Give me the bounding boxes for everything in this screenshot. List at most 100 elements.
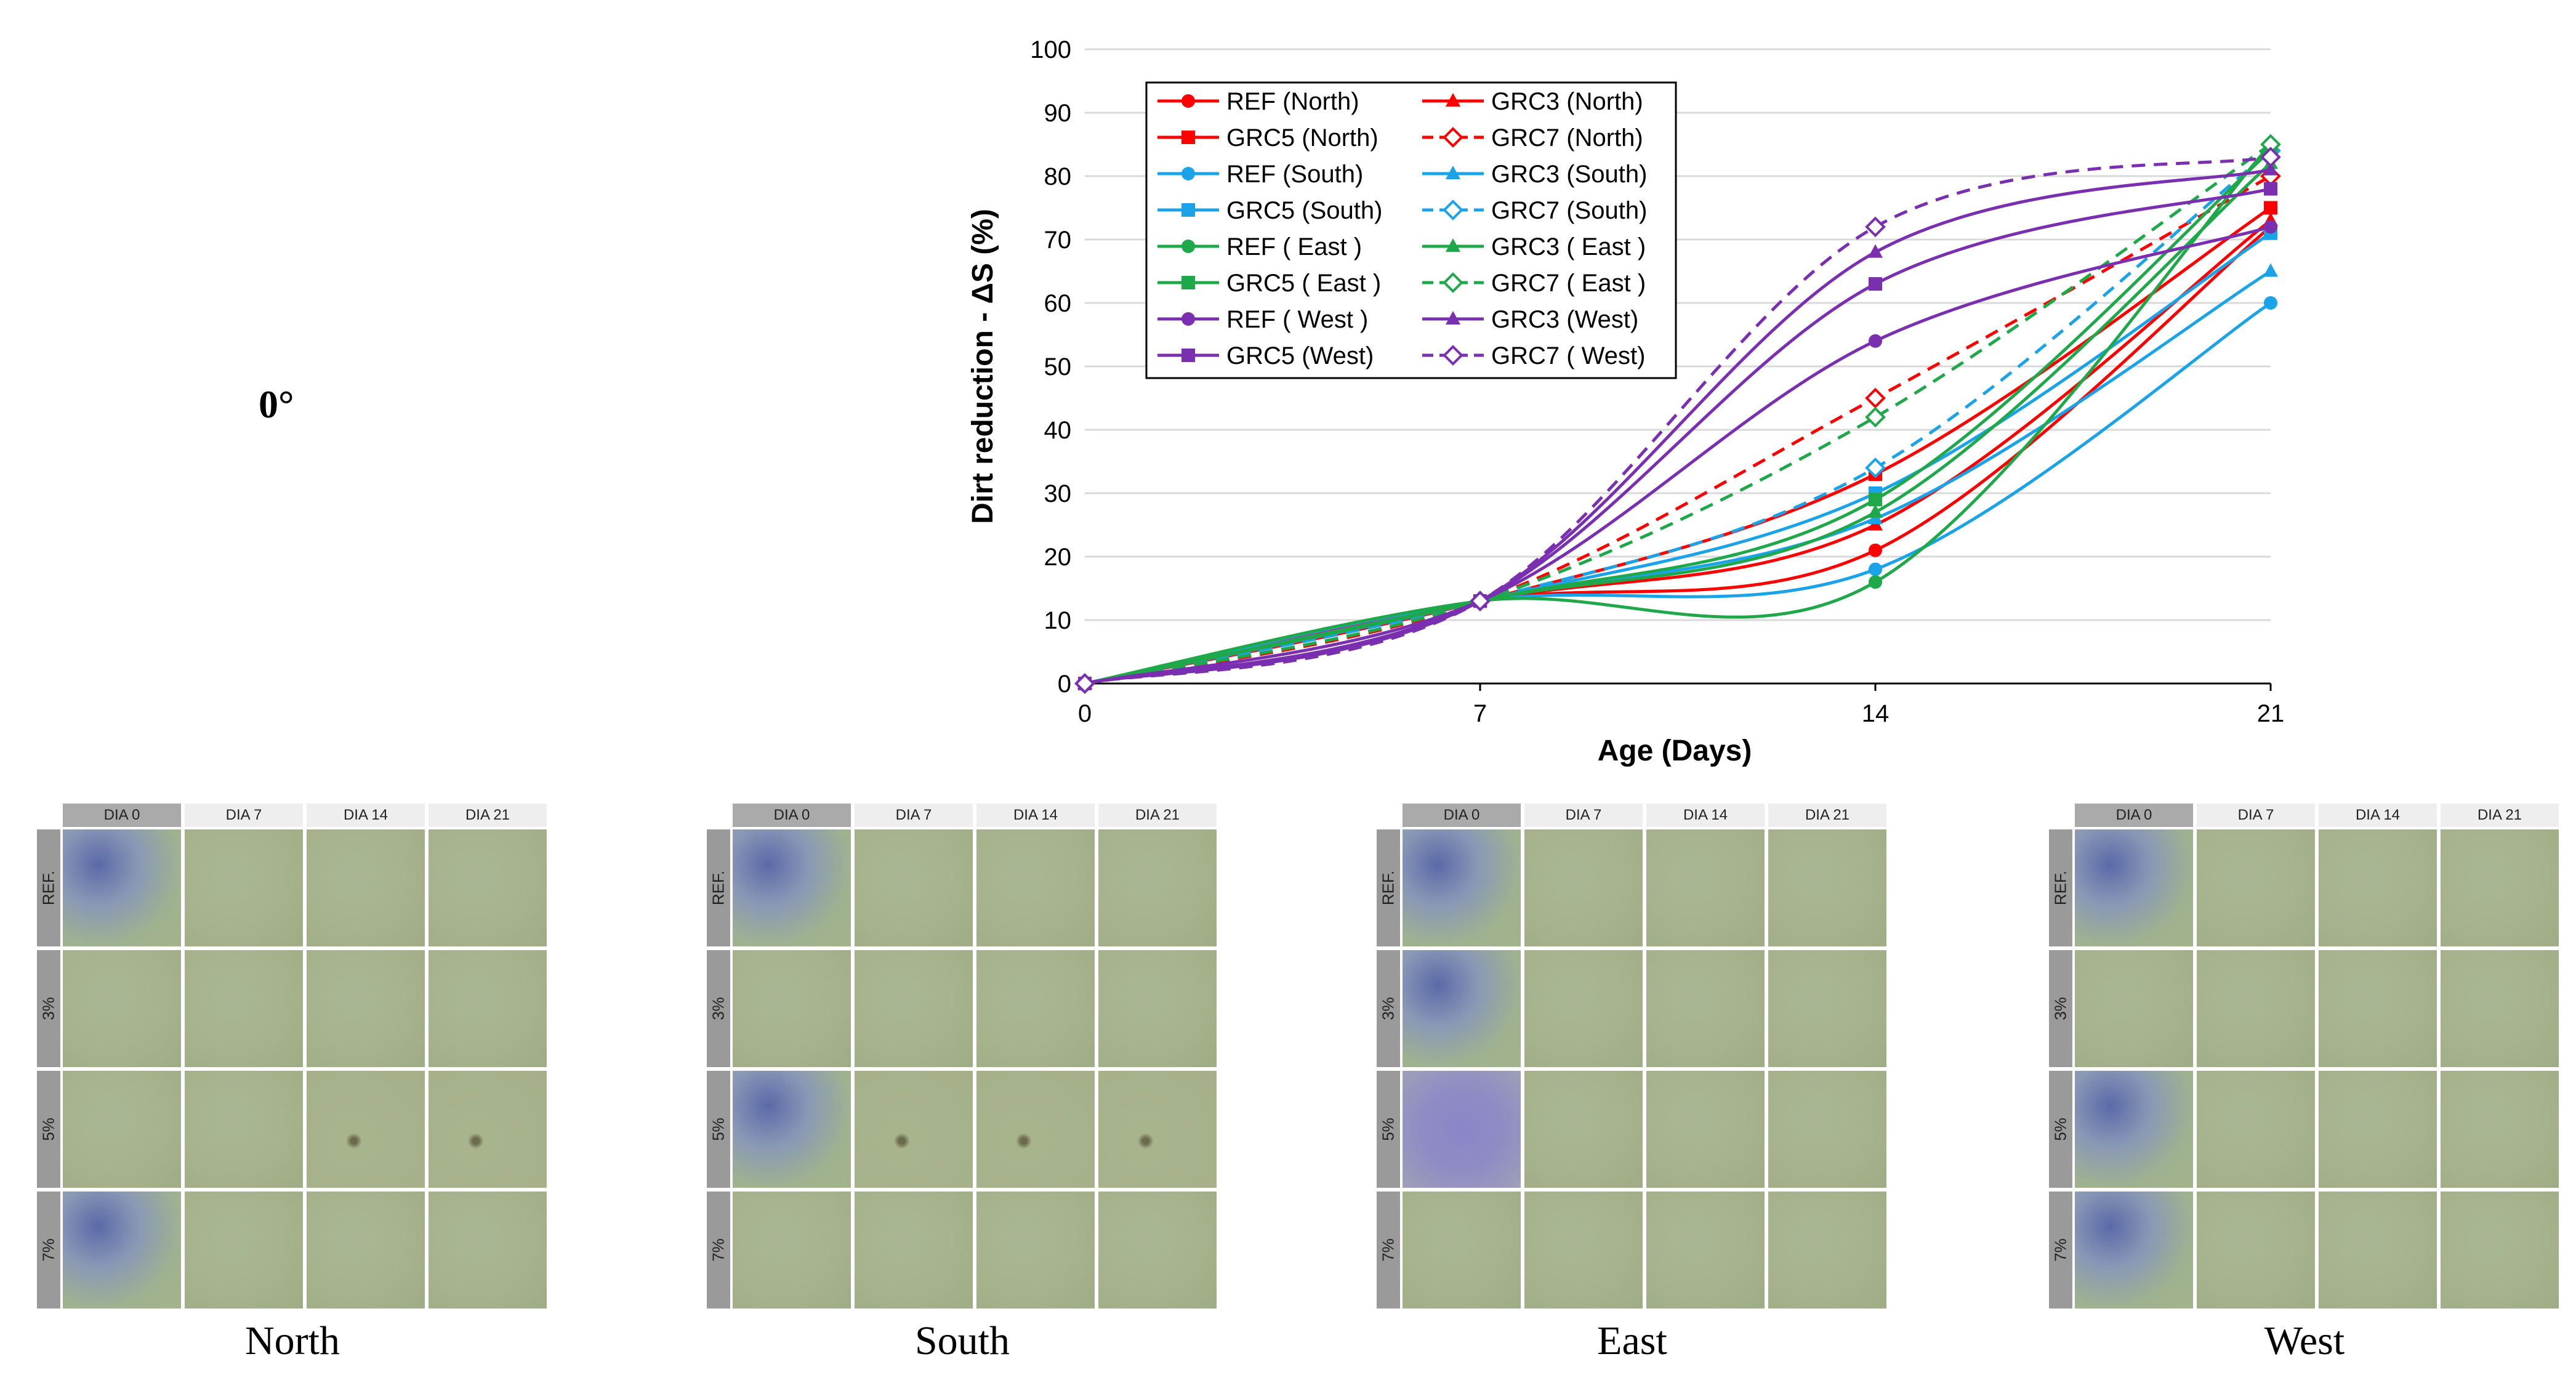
row-label-text: 7% [1379, 1238, 1398, 1262]
data-point [1470, 591, 1491, 611]
sample-photo [2075, 950, 2193, 1067]
legend-marker [1181, 312, 1195, 326]
photo-panel-south: DIA 0 DIA 7 DIA 14 DIA 21 REF. 3% 5% 7% [707, 804, 1218, 1315]
sample-photo [185, 1191, 303, 1308]
data-point [1869, 575, 1882, 589]
sample-photo [429, 1071, 547, 1188]
panel-caption: West [2264, 1318, 2345, 1363]
sample-photo [307, 1191, 425, 1308]
sample-photo [733, 950, 851, 1067]
row-label: 5% [707, 1071, 730, 1188]
sample-photo [1524, 1071, 1643, 1188]
data-point [1869, 562, 1882, 576]
sample-photo [2441, 1071, 2559, 1188]
x-tick-label: 0 [1078, 700, 1092, 727]
legend-label: GRC3 ( East ) [1491, 233, 1646, 260]
legend-label: GRC5 ( East ) [1226, 270, 1381, 297]
row-label: REF. [1377, 829, 1400, 946]
sample-photo [855, 829, 973, 946]
sample-photo [429, 829, 547, 946]
sample-photo [1646, 829, 1765, 946]
y-axis-label: Dirt reduction - ΔS (%) [967, 209, 999, 524]
sample-photo [2441, 1191, 2559, 1308]
column-header: DIA 21 [429, 804, 547, 827]
x-axis-label: Age (Days) [1598, 735, 1752, 767]
column-header: DIA 0 [63, 804, 181, 827]
sample-photo [2441, 829, 2559, 946]
column-header: DIA 7 [2197, 804, 2315, 827]
sample-photo [2075, 829, 2193, 946]
y-tick-label: 0 [1058, 671, 1071, 698]
row-label-text: 7% [2051, 1238, 2070, 1262]
sample-photo [1524, 950, 1643, 1067]
column-header: DIA 21 [1768, 804, 1886, 827]
sample-photo [2075, 1071, 2193, 1188]
data-point [2263, 263, 2278, 277]
row-label: 5% [2049, 1071, 2072, 1188]
sample-photo [1768, 1191, 1886, 1308]
legend-marker [1181, 240, 1195, 253]
series-line [1084, 168, 2271, 685]
panel-caption: East [1597, 1318, 1667, 1363]
data-point [2264, 201, 2277, 215]
legend-label: GRC3 (South) [1491, 161, 1647, 188]
sample-photo [1768, 950, 1886, 1067]
data-point [2264, 220, 2277, 234]
data-point [2264, 296, 2277, 310]
legend-marker [1181, 131, 1195, 144]
sample-photo [855, 1071, 973, 1188]
sample-photo [976, 1191, 1095, 1308]
row-label-text: 5% [2051, 1118, 2070, 1141]
x-tick-label: 14 [1862, 700, 1890, 727]
sample-photo [63, 829, 181, 946]
column-header: DIA 7 [1524, 804, 1643, 827]
row-label-text: 3% [2051, 997, 2070, 1020]
row-label-text: REF. [2051, 870, 2070, 906]
legend-marker [1181, 203, 1195, 217]
row-label-text: 3% [1379, 997, 1398, 1020]
x-tick-label: 21 [2257, 700, 2285, 727]
sample-photo [1524, 829, 1643, 946]
data-point [1865, 216, 1886, 238]
legend-label: REF ( West ) [1226, 306, 1368, 333]
legend-marker [1181, 94, 1195, 108]
sample-photo [2319, 1071, 2437, 1188]
y-tick-label: 80 [1044, 163, 1072, 190]
y-tick-label: 90 [1044, 100, 1072, 127]
sample-photo [2319, 829, 2437, 946]
row-label-text: 5% [1379, 1118, 1398, 1141]
row-label: 7% [37, 1191, 60, 1308]
x-tick-label: 7 [1473, 700, 1487, 727]
photo-panel-north: DIA 0 DIA 7 DIA 14 DIA 21 REF. 3% 5% 7% [37, 804, 548, 1315]
data-point [1865, 387, 1886, 409]
sample-photo [429, 1191, 547, 1308]
sample-photo [976, 829, 1095, 946]
legend-label: GRC5 (North) [1226, 124, 1379, 151]
row-label-text: 7% [709, 1238, 728, 1262]
y-tick-label: 70 [1044, 227, 1072, 254]
legend-label: GRC5 (West) [1226, 342, 1374, 369]
sample-photo [1098, 829, 1217, 946]
sample-photo [733, 829, 851, 946]
sample-photo [2319, 950, 2437, 1067]
column-header: DIA 21 [1098, 804, 1217, 827]
column-header: DIA 0 [733, 804, 851, 827]
series-line [1084, 225, 2271, 685]
row-label-text: REF. [1379, 870, 1398, 906]
series-line [1084, 155, 2271, 685]
legend-marker [1446, 311, 1460, 325]
data-point [1868, 244, 1883, 258]
legend-label: REF ( East ) [1226, 233, 1362, 260]
sample-photo [2197, 1071, 2315, 1188]
row-label: 3% [707, 950, 730, 1067]
legend-box [1145, 81, 1677, 379]
data-point [1869, 334, 1882, 348]
photo-panel-west: DIA 0 DIA 7 DIA 14 DIA 21 REF. 3% 5% 7% [2049, 804, 2560, 1315]
y-tick-label: 40 [1044, 417, 1072, 444]
sample-photo [1403, 1071, 1521, 1188]
sample-photo [307, 829, 425, 946]
sample-photo [1646, 1191, 1765, 1308]
series-line [1084, 149, 2272, 685]
sample-photo [1403, 950, 1521, 1067]
panel-caption: South [914, 1318, 1010, 1363]
